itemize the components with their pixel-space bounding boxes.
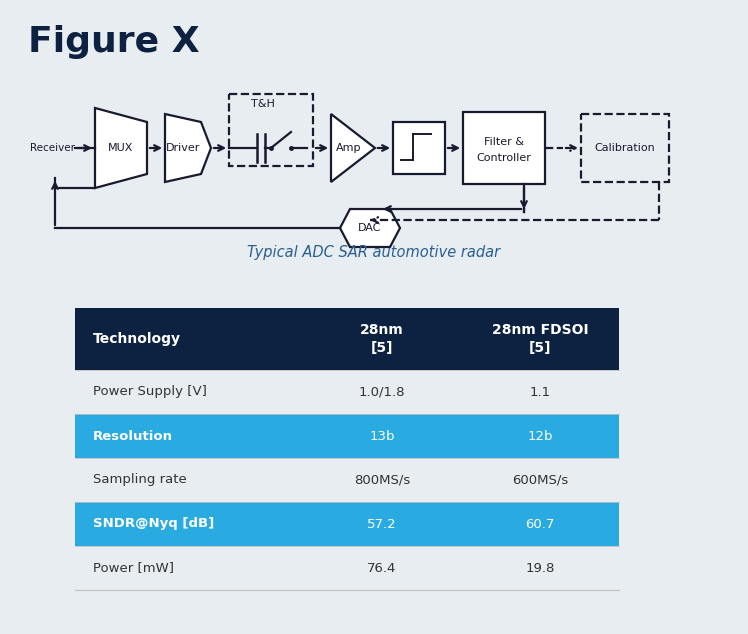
Bar bbox=[393, 122, 445, 174]
Bar bbox=[461, 308, 619, 370]
Bar bbox=[461, 458, 619, 502]
Text: Amp: Amp bbox=[337, 143, 362, 153]
Text: 76.4: 76.4 bbox=[367, 562, 396, 574]
Text: Power Supply [V]: Power Supply [V] bbox=[93, 385, 207, 399]
Text: Filter &: Filter & bbox=[484, 137, 524, 147]
Bar bbox=[461, 502, 619, 546]
Text: 13b: 13b bbox=[370, 429, 395, 443]
Bar bbox=[75, 458, 303, 502]
Bar bbox=[75, 546, 303, 590]
Text: Controller: Controller bbox=[476, 153, 531, 163]
Text: Typical ADC SAR automotive radar: Typical ADC SAR automotive radar bbox=[248, 245, 500, 259]
Bar bbox=[303, 458, 461, 502]
Text: 600MS/s: 600MS/s bbox=[512, 474, 568, 486]
Polygon shape bbox=[95, 108, 147, 188]
Text: Figure X: Figure X bbox=[28, 25, 200, 59]
Text: Power [mW]: Power [mW] bbox=[93, 562, 174, 574]
Text: SNDR@Nyq [dB]: SNDR@Nyq [dB] bbox=[93, 517, 214, 531]
Bar bbox=[303, 414, 461, 458]
Text: 28nm FDSOI
[5]: 28nm FDSOI [5] bbox=[491, 323, 589, 354]
Polygon shape bbox=[165, 114, 211, 182]
Bar bbox=[303, 308, 461, 370]
Bar bbox=[463, 112, 545, 184]
Text: 19.8: 19.8 bbox=[525, 562, 555, 574]
Bar bbox=[75, 502, 303, 546]
Bar bbox=[229, 94, 313, 166]
Bar bbox=[75, 370, 303, 414]
Bar bbox=[461, 370, 619, 414]
Text: 12b: 12b bbox=[527, 429, 553, 443]
Text: Driver: Driver bbox=[166, 143, 200, 153]
Polygon shape bbox=[331, 114, 375, 182]
Text: 800MS/s: 800MS/s bbox=[354, 474, 410, 486]
Bar bbox=[303, 546, 461, 590]
Text: Technology: Technology bbox=[93, 332, 181, 346]
Text: 1.0/1.8: 1.0/1.8 bbox=[359, 385, 405, 399]
Text: 57.2: 57.2 bbox=[367, 517, 396, 531]
Bar bbox=[461, 414, 619, 458]
Bar bbox=[303, 502, 461, 546]
Text: MUX: MUX bbox=[108, 143, 134, 153]
Bar bbox=[303, 370, 461, 414]
Bar bbox=[581, 114, 669, 182]
Text: T&H: T&H bbox=[251, 99, 275, 109]
Text: DAC: DAC bbox=[358, 223, 381, 233]
Text: 60.7: 60.7 bbox=[525, 517, 555, 531]
Text: Calibration: Calibration bbox=[595, 143, 655, 153]
Text: Sampling rate: Sampling rate bbox=[93, 474, 187, 486]
Text: Resolution: Resolution bbox=[93, 429, 173, 443]
Polygon shape bbox=[340, 209, 400, 247]
Text: 1.1: 1.1 bbox=[530, 385, 551, 399]
Text: Receiver: Receiver bbox=[30, 143, 75, 153]
Bar bbox=[461, 546, 619, 590]
Text: 28nm
[5]: 28nm [5] bbox=[360, 323, 404, 354]
Bar bbox=[75, 414, 303, 458]
Bar bbox=[75, 308, 303, 370]
